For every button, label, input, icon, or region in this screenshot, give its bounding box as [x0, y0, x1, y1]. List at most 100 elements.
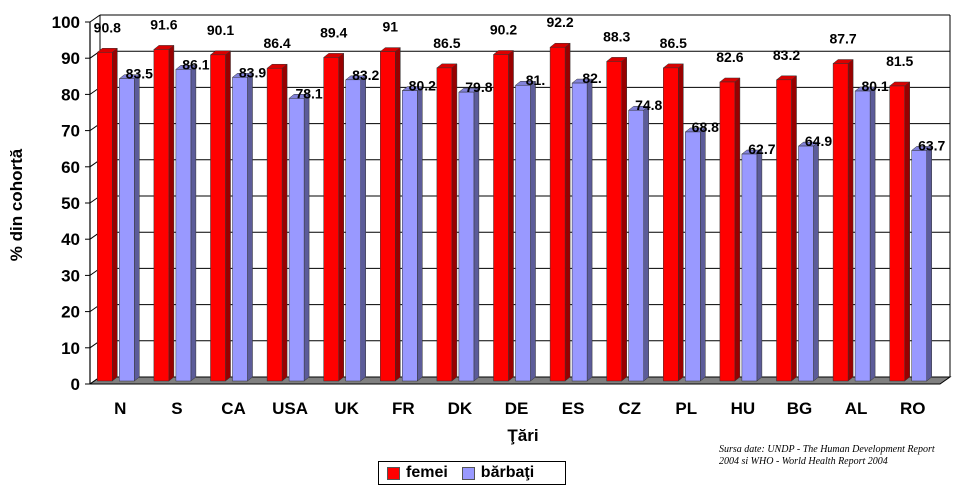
y-tick-label: 40: [61, 230, 80, 249]
gridline-side: [89, 14, 101, 23]
bar-femei: [379, 47, 402, 382]
data-label: 86.4: [263, 35, 290, 51]
x-tick-label: N: [114, 399, 126, 418]
data-label: 78.1: [295, 85, 322, 101]
y-tick-label: 20: [61, 303, 80, 322]
data-label: 63.7: [918, 137, 945, 153]
bar-side: [338, 52, 344, 382]
bar-barbati: [741, 149, 763, 382]
bar-front: [854, 90, 871, 382]
bar-side: [926, 145, 932, 382]
bar-front: [175, 69, 192, 382]
data-label: 83.5: [126, 66, 153, 82]
bar-side: [700, 127, 706, 382]
bar-side: [621, 56, 627, 382]
x-tick-label: CA: [221, 399, 246, 418]
y-tick-label: 70: [61, 122, 80, 141]
bar-side: [281, 63, 288, 382]
bar-femei: [832, 59, 854, 382]
x-tick-label: FR: [392, 399, 415, 418]
bar-front: [323, 57, 339, 382]
data-label: 80.1: [861, 78, 888, 94]
bar-barbati: [288, 93, 310, 382]
bar-barbati: [854, 86, 876, 382]
bar-barbati: [401, 86, 424, 382]
bar-front: [288, 98, 305, 382]
bar-side: [904, 81, 910, 382]
bar-side: [112, 47, 118, 382]
x-tick-label: ES: [562, 399, 585, 418]
bar-side: [360, 75, 366, 382]
y-tick-label: 90: [61, 49, 80, 68]
bar-front: [549, 46, 566, 382]
bar-side: [134, 74, 140, 382]
data-label: 81.5: [886, 53, 913, 69]
y-axis: 0 10 20 30 40 50 60 70 80 90 100: [52, 13, 91, 394]
data-label: 62.7: [748, 141, 775, 157]
bar-side: [168, 44, 175, 382]
data-label: 88.3: [603, 28, 630, 44]
bar-side: [791, 75, 797, 382]
bar-front: [911, 150, 927, 382]
legend-item-femei: femei: [387, 464, 448, 482]
bar-front: [741, 153, 758, 382]
legend-item-barbati: bărbaţi: [461, 464, 534, 482]
data-label: 90.1: [207, 22, 234, 38]
bar-femei: [775, 75, 798, 382]
bar-barbati: [344, 75, 367, 382]
legend-label-femei: femei: [406, 464, 448, 481]
data-label: 83.2: [773, 47, 800, 63]
y-tick-label: 100: [52, 13, 80, 32]
bar-front: [685, 131, 701, 382]
x-tick-label: CZ: [618, 399, 641, 418]
bar-side: [190, 64, 197, 382]
y-tick-label: 80: [61, 85, 80, 104]
bar-barbati: [797, 141, 820, 382]
x-tick-label: DK: [448, 399, 473, 418]
data-label: 64.9: [805, 133, 832, 149]
data-label: 90.2: [490, 21, 517, 37]
y-tick-label: 50: [61, 194, 80, 213]
bar-front: [153, 49, 170, 382]
legend: femei bărbaţi: [378, 461, 566, 485]
bar-front: [515, 84, 531, 382]
bar-side: [564, 42, 571, 382]
bar-side: [586, 78, 593, 382]
bar-femei: [719, 77, 741, 382]
bar-front: [776, 79, 792, 382]
y-tick-label: 30: [61, 266, 80, 285]
y-tick-label: 10: [61, 339, 80, 358]
bar-front: [719, 81, 736, 382]
bar-femei: [549, 42, 571, 382]
bar-femei: [492, 49, 515, 382]
data-label: 89.4: [320, 24, 347, 40]
data-labels: 90.8 83.5 91.6 86.1 90.1 83.9 86.4 78.1 89.4 83.2…: [94, 14, 946, 157]
data-label: 90.8: [94, 19, 121, 35]
data-label: 83.9: [239, 64, 266, 80]
bar-side: [678, 63, 684, 382]
bar-side: [451, 63, 458, 382]
bar-barbati: [118, 74, 141, 382]
bar-front: [210, 54, 226, 382]
bar-side: [303, 93, 310, 382]
bar-barbati: [910, 145, 933, 382]
bar-side: [247, 72, 253, 382]
bar-side: [847, 59, 854, 382]
y-tick-label: 60: [61, 158, 80, 177]
data-label: 83.2: [352, 67, 379, 83]
data-label: 81.: [526, 72, 545, 88]
bar-barbati: [627, 105, 650, 382]
bar-front: [571, 82, 588, 382]
x-axis: N S CA USA UK FR DK DE ES CZ PL HU BG AL RO: [114, 399, 925, 418]
bar-front: [606, 61, 622, 382]
x-tick-label: BG: [787, 399, 813, 418]
x-tick-label: S: [171, 399, 182, 418]
bars: [96, 42, 933, 382]
x-axis-title: Ţări: [507, 426, 538, 445]
bar-front: [380, 51, 396, 382]
data-label: 80.2: [409, 78, 436, 94]
bar-front: [663, 67, 679, 382]
bar-side: [473, 87, 480, 382]
x-tick-label: DE: [505, 399, 529, 418]
